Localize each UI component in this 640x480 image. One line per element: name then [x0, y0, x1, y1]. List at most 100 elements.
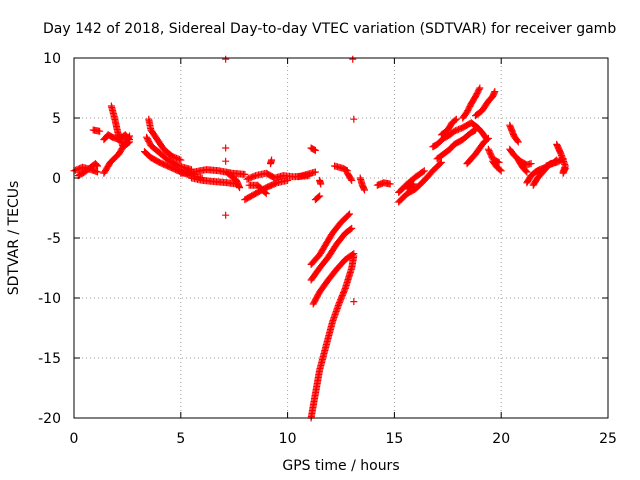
isolated-data-point	[222, 211, 230, 219]
data-point	[236, 184, 244, 192]
x-axis-label: GPS time / hours	[282, 458, 399, 474]
data-point	[420, 167, 428, 175]
data-point	[386, 180, 394, 188]
data-point	[311, 168, 319, 176]
data-point	[410, 180, 418, 188]
data-point	[125, 133, 133, 141]
data-point	[360, 186, 368, 194]
data-point	[344, 211, 352, 219]
data-point	[177, 156, 185, 164]
isolated-data-point	[222, 55, 230, 63]
series-arc-af	[433, 126, 480, 163]
data-point	[496, 166, 504, 174]
data-point	[513, 137, 521, 145]
series-arc-aa	[373, 179, 394, 189]
series-arc-aj	[463, 134, 492, 168]
data-point	[126, 132, 134, 140]
data-point	[311, 146, 319, 154]
data-point	[497, 167, 505, 175]
chart-title: Day 142 of 2018, Sidereal Day-to-day VTE…	[43, 21, 616, 37]
y-tick-labels: -20 -15 -10 -5 0 5 10	[38, 51, 61, 427]
series-arc-al	[489, 157, 505, 175]
isolated-data-point	[350, 115, 358, 123]
x-tick-label: 20	[492, 431, 510, 447]
data-point	[437, 158, 445, 166]
series-arc-am	[506, 121, 522, 146]
series-arc-a	[70, 163, 101, 176]
series-arc-s	[311, 192, 324, 204]
data-point	[452, 115, 460, 123]
series-arc-w	[356, 174, 368, 194]
y-tick-label: -5	[47, 231, 61, 247]
data-point	[436, 159, 444, 167]
series-arc-ae	[429, 119, 490, 151]
data-point	[317, 180, 325, 188]
x-tick-label: 10	[279, 431, 297, 447]
data-point	[268, 156, 276, 164]
series-arc-t	[316, 176, 325, 188]
series-arc-aq	[529, 162, 552, 189]
x-tick-label: 15	[385, 431, 403, 447]
data-point	[472, 126, 480, 134]
isolated-data-point	[349, 55, 357, 63]
data-point	[483, 135, 491, 143]
y-tick-label: -10	[38, 291, 61, 307]
data-point	[349, 250, 357, 258]
series-arc-o	[241, 176, 292, 204]
grid-lines	[74, 58, 608, 418]
data-point	[409, 181, 417, 189]
y-axis-label: SDTVAR / TECUs	[6, 181, 22, 296]
series-arc-g	[145, 115, 185, 164]
series-arc-v	[343, 169, 356, 184]
data-point	[316, 192, 324, 200]
series-arc-ao	[514, 156, 531, 176]
data-point	[315, 193, 323, 201]
series-arc-b	[74, 160, 101, 180]
data-point	[241, 170, 249, 178]
data-point	[419, 168, 427, 176]
data-point	[523, 168, 531, 176]
data-point	[484, 134, 492, 142]
series-arc-ac	[395, 167, 428, 196]
series-arc-l	[224, 169, 244, 192]
x-tick-label: 5	[176, 431, 185, 447]
data-point	[284, 176, 292, 184]
series-arc-ai	[472, 88, 499, 120]
data-point	[96, 127, 104, 135]
y-tick-label: 5	[52, 111, 61, 127]
y-tick-label: -20	[38, 411, 61, 427]
series-arc-r	[307, 144, 319, 154]
series-arc-ad	[403, 180, 418, 193]
series-arc-ar	[542, 156, 561, 170]
y-tick-label: 0	[52, 171, 61, 187]
data-point	[514, 138, 522, 146]
data-point	[491, 88, 499, 96]
y-tick-label: 10	[43, 51, 61, 67]
x-tick-label: 25	[599, 431, 617, 447]
series-arc-k	[187, 174, 240, 188]
isolated-data-point	[222, 144, 230, 152]
data-point	[527, 160, 535, 168]
series-arc-at	[559, 164, 569, 177]
data-point	[347, 225, 355, 233]
series-arc-x	[307, 210, 354, 268]
data-point	[92, 160, 100, 168]
data-point	[350, 252, 358, 260]
series-arc-ah	[459, 84, 484, 122]
data-point	[347, 175, 355, 183]
isolated-data-point	[350, 298, 358, 306]
series-arc-z	[309, 250, 358, 308]
data-markers	[70, 55, 569, 422]
data-point	[346, 210, 354, 218]
data-point	[93, 168, 101, 176]
series-arc-y	[307, 224, 356, 284]
series-arc-c	[89, 126, 104, 135]
x-tick-labels: 0 5 10 15 20 25	[70, 431, 617, 447]
series-arc-f	[100, 132, 134, 177]
axis-ticks	[73, 57, 609, 419]
data-point	[348, 176, 356, 184]
series-arc-q	[294, 168, 319, 181]
data-point	[561, 164, 569, 172]
